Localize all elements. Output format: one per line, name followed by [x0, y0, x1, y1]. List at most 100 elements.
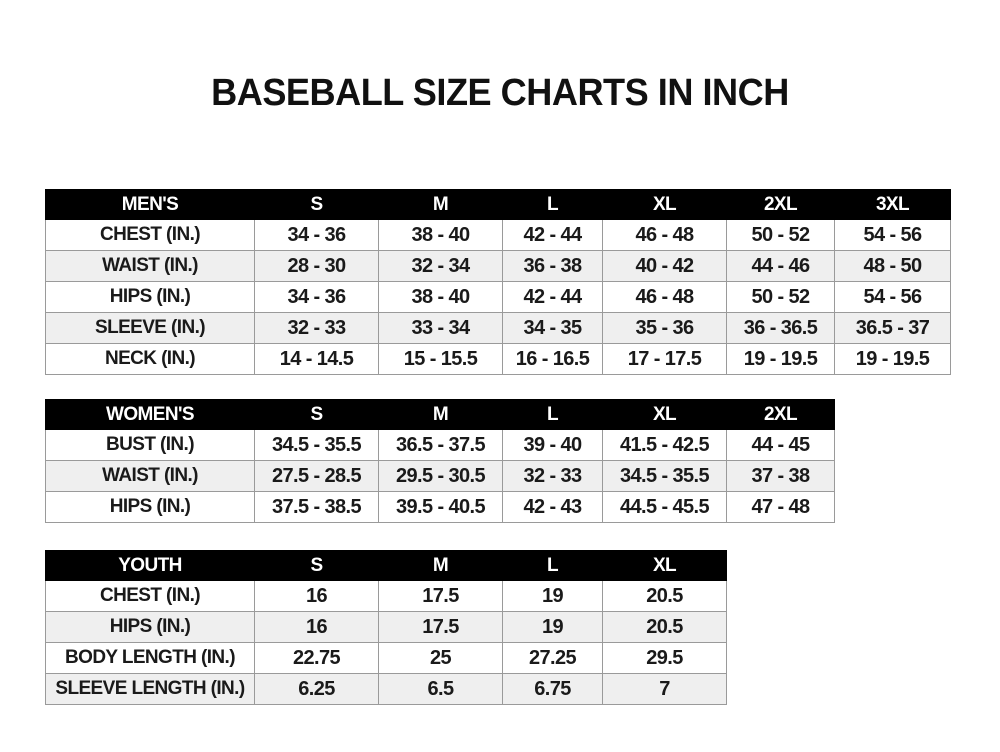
table-row: WAIST (IN.) 28 - 30 32 - 34 36 - 38 40 - 42 4…: [45, 250, 951, 282]
size-header: 3XL: [834, 189, 951, 220]
measurement-label: WAIST (IN.): [45, 250, 255, 282]
mens-size-table: MEN'S S M L XL 2XL 3XL CHEST (IN.) 34 - 36 38 - 4…: [45, 189, 951, 375]
size-value: 42 - 44: [502, 281, 603, 313]
size-value: 38 - 40: [378, 219, 503, 251]
measurement-label: BODY LENGTH (IN.): [45, 642, 255, 674]
size-value: 32 - 34: [378, 250, 503, 282]
size-value: 36 - 36.5: [726, 312, 835, 344]
table-row: NECK (IN.) 14 - 14.5 15 - 15.5 16 - 16.5 17 …: [45, 343, 951, 375]
measurement-label: WAIST (IN.): [45, 460, 255, 492]
size-value: 38 - 40: [378, 281, 503, 313]
size-header: M: [378, 189, 503, 220]
table-row: WAIST (IN.) 27.5 - 28.5 29.5 - 30.5 32 - 33…: [45, 460, 835, 492]
size-header: XL: [602, 550, 727, 581]
table-row: HIPS (IN.) 34 - 36 38 - 40 42 - 44 46 - 48 50…: [45, 281, 951, 313]
size-value: 19 - 19.5: [726, 343, 835, 375]
table-row: SLEEVE (IN.) 32 - 33 33 - 34 34 - 35 35 - 36…: [45, 312, 951, 344]
size-value: 41.5 - 42.5: [602, 429, 727, 461]
size-value: 39 - 40: [502, 429, 603, 461]
size-value: 54 - 56: [834, 219, 951, 251]
size-value: 35 - 36: [602, 312, 727, 344]
size-value: 17.5: [378, 611, 503, 643]
size-value: 14 - 14.5: [254, 343, 379, 375]
measurement-label: NECK (IN.): [45, 343, 255, 375]
size-header: S: [254, 189, 379, 220]
size-value: 48 - 50: [834, 250, 951, 282]
table-row: SLEEVE LENGTH (IN.) 6.25 6.5 6.75 7: [45, 673, 727, 705]
size-value: 15 - 15.5: [378, 343, 503, 375]
size-value: 46 - 48: [602, 281, 727, 313]
size-value: 6.5: [378, 673, 503, 705]
measurement-label: SLEEVE LENGTH (IN.): [45, 673, 255, 705]
size-value: 32 - 33: [254, 312, 379, 344]
table-title: MEN'S: [45, 189, 255, 220]
size-value: 44 - 46: [726, 250, 835, 282]
size-value: 17 - 17.5: [602, 343, 727, 375]
youth-size-table: YOUTH S M L XL CHEST (IN.) 16 17.5 19 20.5 HIPS (I…: [45, 550, 727, 705]
size-value: 42 - 44: [502, 219, 603, 251]
size-value: 27.25: [502, 642, 603, 674]
table-row: BODY LENGTH (IN.) 22.75 25 27.25 29.5: [45, 642, 727, 674]
size-value: 47 - 48: [726, 491, 835, 523]
size-value: 16: [254, 580, 379, 612]
measurement-label: SLEEVE (IN.): [45, 312, 255, 344]
size-header: S: [254, 399, 379, 430]
measurement-label: HIPS (IN.): [45, 491, 255, 523]
header-row: MEN'S S M L XL 2XL 3XL: [45, 189, 951, 220]
size-value: 37 - 38: [726, 460, 835, 492]
size-value: 46 - 48: [602, 219, 727, 251]
size-value: 20.5: [602, 580, 727, 612]
measurement-label: BUST (IN.): [45, 429, 255, 461]
size-value: 6.25: [254, 673, 379, 705]
table-row: HIPS (IN.) 16 17.5 19 20.5: [45, 611, 727, 643]
size-header: 2XL: [726, 399, 835, 430]
table-title: YOUTH: [45, 550, 255, 581]
size-value: 34.5 - 35.5: [602, 460, 727, 492]
size-value: 27.5 - 28.5: [254, 460, 379, 492]
table-row: BUST (IN.) 34.5 - 35.5 36.5 - 37.5 39 - 40 4…: [45, 429, 835, 461]
size-value: 32 - 33: [502, 460, 603, 492]
header-row: YOUTH S M L XL: [45, 550, 727, 581]
size-value: 16 - 16.5: [502, 343, 603, 375]
size-value: 36 - 38: [502, 250, 603, 282]
size-value: 39.5 - 40.5: [378, 491, 503, 523]
size-value: 40 - 42: [602, 250, 727, 282]
table-title: WOMEN'S: [45, 399, 255, 430]
size-value: 44 - 45: [726, 429, 835, 461]
size-value: 22.75: [254, 642, 379, 674]
size-header: XL: [602, 399, 727, 430]
size-value: 44.5 - 45.5: [602, 491, 727, 523]
size-header: L: [502, 399, 603, 430]
size-value: 50 - 52: [726, 281, 835, 313]
size-value: 34 - 35: [502, 312, 603, 344]
size-value: 37.5 - 38.5: [254, 491, 379, 523]
womens-size-table: WOMEN'S S M L XL 2XL BUST (IN.) 34.5 - 35.5 36.5…: [45, 399, 835, 523]
size-value: 29.5: [602, 642, 727, 674]
size-value: 36.5 - 37: [834, 312, 951, 344]
table-row: CHEST (IN.) 34 - 36 38 - 40 42 - 44 46 - 48 5…: [45, 219, 951, 251]
measurement-label: CHEST (IN.): [45, 219, 255, 251]
size-value: 7: [602, 673, 727, 705]
size-header: 2XL: [726, 189, 835, 220]
size-value: 42 - 43: [502, 491, 603, 523]
size-value: 34.5 - 35.5: [254, 429, 379, 461]
size-value: 36.5 - 37.5: [378, 429, 503, 461]
size-value: 34 - 36: [254, 219, 379, 251]
size-value: 19: [502, 580, 603, 612]
measurement-label: CHEST (IN.): [45, 580, 255, 612]
size-value: 34 - 36: [254, 281, 379, 313]
size-header: M: [378, 399, 503, 430]
size-value: 19: [502, 611, 603, 643]
size-value: 50 - 52: [726, 219, 835, 251]
measurement-label: HIPS (IN.): [45, 611, 255, 643]
table-row: HIPS (IN.) 37.5 - 38.5 39.5 - 40.5 42 - 43 4…: [45, 491, 835, 523]
size-value: 28 - 30: [254, 250, 379, 282]
size-value: 19 - 19.5: [834, 343, 951, 375]
measurement-label: HIPS (IN.): [45, 281, 255, 313]
size-header: L: [502, 189, 603, 220]
size-header: S: [254, 550, 379, 581]
page-title: BASEBALL SIZE CHARTS IN INCH: [211, 72, 789, 114]
table-row: CHEST (IN.) 16 17.5 19 20.5: [45, 580, 727, 612]
size-value: 16: [254, 611, 379, 643]
size-value: 17.5: [378, 580, 503, 612]
